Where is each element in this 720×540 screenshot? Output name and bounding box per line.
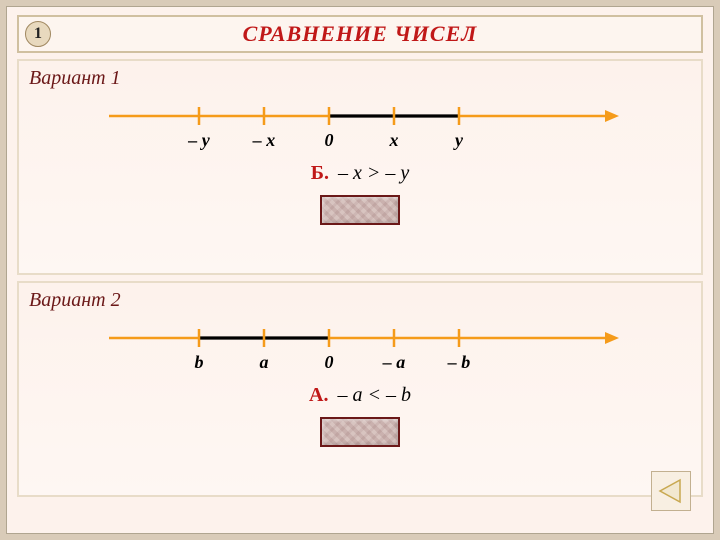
answer1-letter: Б. <box>311 162 329 184</box>
header: 1 СРАВНЕНИЕ ЧИСЕЛ <box>17 15 703 53</box>
numberline-svg-2: b a 0 – a – b <box>29 318 669 378</box>
variant2-panel: Вариант 2 b a 0 – a – b А. – a < – b <box>17 281 703 497</box>
answer2-letter: А. <box>309 384 328 406</box>
variant1-numberline: – y – x 0 x y <box>29 96 691 156</box>
prev-button[interactable] <box>651 471 691 511</box>
svg-text:– x: – x <box>252 130 276 150</box>
svg-text:– a: – a <box>382 352 406 372</box>
svg-text:y: y <box>453 130 464 150</box>
variant2-answer: А. – a < – b <box>29 384 691 407</box>
svg-text:x: x <box>389 130 399 150</box>
variant2-answer-box[interactable] <box>320 417 400 447</box>
page: 1 СРАВНЕНИЕ ЧИСЕЛ Вариант 1 – y – x 0 x y Б.… <box>6 6 714 534</box>
variant1-label: Вариант 1 <box>29 67 691 90</box>
exercise-number-badge: 1 <box>25 21 51 47</box>
svg-text:– b: – b <box>447 352 471 372</box>
svg-text:a: a <box>260 352 269 372</box>
variant2-numberline: b a 0 – a – b <box>29 318 691 378</box>
svg-text:– y: – y <box>187 130 211 150</box>
variant2-label: Вариант 2 <box>29 289 691 312</box>
variant1-answer-box[interactable] <box>320 195 400 225</box>
svg-text:0: 0 <box>325 352 334 372</box>
variant1-answer: Б. – x > – y <box>29 162 691 185</box>
numberline-svg-1: – y – x 0 x y <box>29 96 669 156</box>
page-title: СРАВНЕНИЕ ЧИСЕЛ <box>19 21 701 47</box>
svg-text:b: b <box>195 352 204 372</box>
answer1-text: – x > – y <box>338 162 409 184</box>
svg-text:0: 0 <box>325 130 334 150</box>
variant1-panel: Вариант 1 – y – x 0 x y Б. – x > – y <box>17 59 703 275</box>
answer2-text: – a < – b <box>337 384 411 406</box>
triangle-left-icon <box>658 478 684 504</box>
exercise-number: 1 <box>34 25 42 43</box>
